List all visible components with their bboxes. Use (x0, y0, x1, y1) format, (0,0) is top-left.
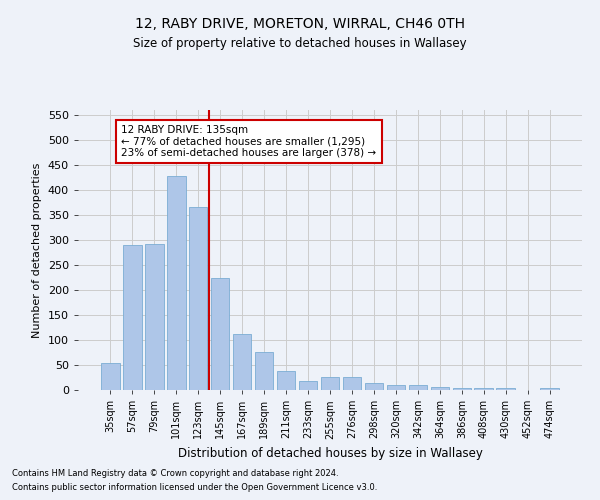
Bar (255, 352, 274, 390)
Text: Contains public sector information licensed under the Open Government Licence v3: Contains public sector information licen… (12, 484, 377, 492)
Bar (211, 278, 229, 390)
Bar (299, 381, 317, 390)
Bar (343, 376, 361, 390)
Bar (409, 385, 427, 390)
Bar (386, 385, 405, 390)
Bar (320, 376, 340, 390)
Bar (145, 244, 164, 390)
Bar (167, 176, 185, 390)
Y-axis label: Number of detached properties: Number of detached properties (32, 162, 42, 338)
Bar (365, 382, 383, 390)
Bar (475, 388, 493, 390)
Bar (101, 362, 119, 390)
Bar (541, 388, 559, 390)
Text: Contains HM Land Registry data © Crown copyright and database right 2024.: Contains HM Land Registry data © Crown c… (12, 468, 338, 477)
X-axis label: Distribution of detached houses by size in Wallasey: Distribution of detached houses by size … (178, 447, 482, 460)
Text: 12, RABY DRIVE, MORETON, WIRRAL, CH46 0TH: 12, RABY DRIVE, MORETON, WIRRAL, CH46 0T… (135, 18, 465, 32)
Bar (233, 334, 251, 390)
Bar (123, 245, 142, 390)
Bar (189, 206, 208, 390)
Bar (452, 388, 471, 390)
Text: 12 RABY DRIVE: 135sqm
← 77% of detached houses are smaller (1,295)
23% of semi-d: 12 RABY DRIVE: 135sqm ← 77% of detached … (121, 125, 376, 158)
Bar (431, 386, 449, 390)
Bar (496, 388, 515, 390)
Bar (277, 371, 295, 390)
Text: Size of property relative to detached houses in Wallasey: Size of property relative to detached ho… (133, 38, 467, 51)
